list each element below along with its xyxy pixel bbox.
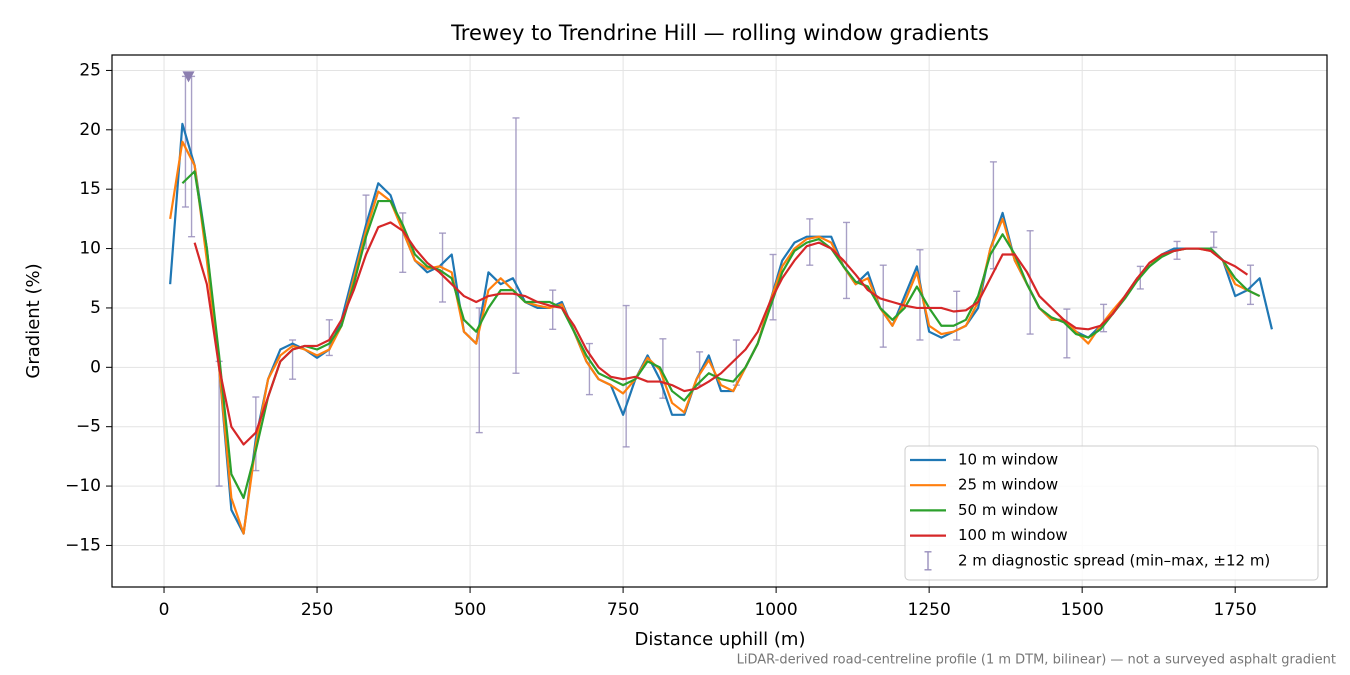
axes: 0 250 500 750 1000 1250 1500 1750 −15 −10 −5 0 5 10 15… xyxy=(65,60,1257,620)
y-axis-label: Gradient (%) xyxy=(23,263,44,378)
x-tick-label: 1750 xyxy=(1214,600,1257,620)
y-tick-label: 0 xyxy=(90,357,101,377)
x-tick-label: 250 xyxy=(301,600,333,620)
y-tick-label: 25 xyxy=(79,60,101,80)
y-tick-label: −10 xyxy=(65,476,101,496)
limit-marker xyxy=(182,71,195,83)
y-tick-label: −15 xyxy=(65,535,101,555)
legend-box xyxy=(904,445,1319,581)
y-tick-label: 15 xyxy=(79,179,101,199)
x-tick-label: 1000 xyxy=(754,600,797,620)
legend-label: 50 m window xyxy=(958,501,1058,519)
legend: 10 m window 25 m window 50 m window 100 m w… xyxy=(904,445,1319,581)
footnote: LiDAR-derived road-centreline profile (1… xyxy=(737,653,1336,668)
legend-label: 25 m window xyxy=(958,476,1058,494)
series-line xyxy=(181,170,1261,500)
chart-title: Trewey to Trendrine Hill — rolling windo… xyxy=(450,21,989,45)
legend-label: 100 m window xyxy=(958,526,1068,544)
plot-area xyxy=(169,71,1273,535)
x-tick-label: 1500 xyxy=(1061,600,1104,620)
x-tick-label: 500 xyxy=(454,600,486,620)
y-tick-label: −5 xyxy=(76,417,101,437)
y-tick-label: 5 xyxy=(90,298,101,318)
x-tick-label: 750 xyxy=(607,600,639,620)
legend-label: 10 m window xyxy=(958,451,1058,469)
legend-label: 2 m diagnostic spread (min–max, ±12 m) xyxy=(958,551,1270,569)
y-tick-label: 20 xyxy=(79,120,101,140)
series-line xyxy=(193,221,1249,446)
y-tick-label: 10 xyxy=(79,239,101,259)
axes-frame xyxy=(111,54,1328,588)
x-axis-label: Distance uphill (m) xyxy=(635,629,806,650)
x-tick-label: 0 xyxy=(159,600,170,620)
x-tick-label: 1250 xyxy=(908,600,951,620)
